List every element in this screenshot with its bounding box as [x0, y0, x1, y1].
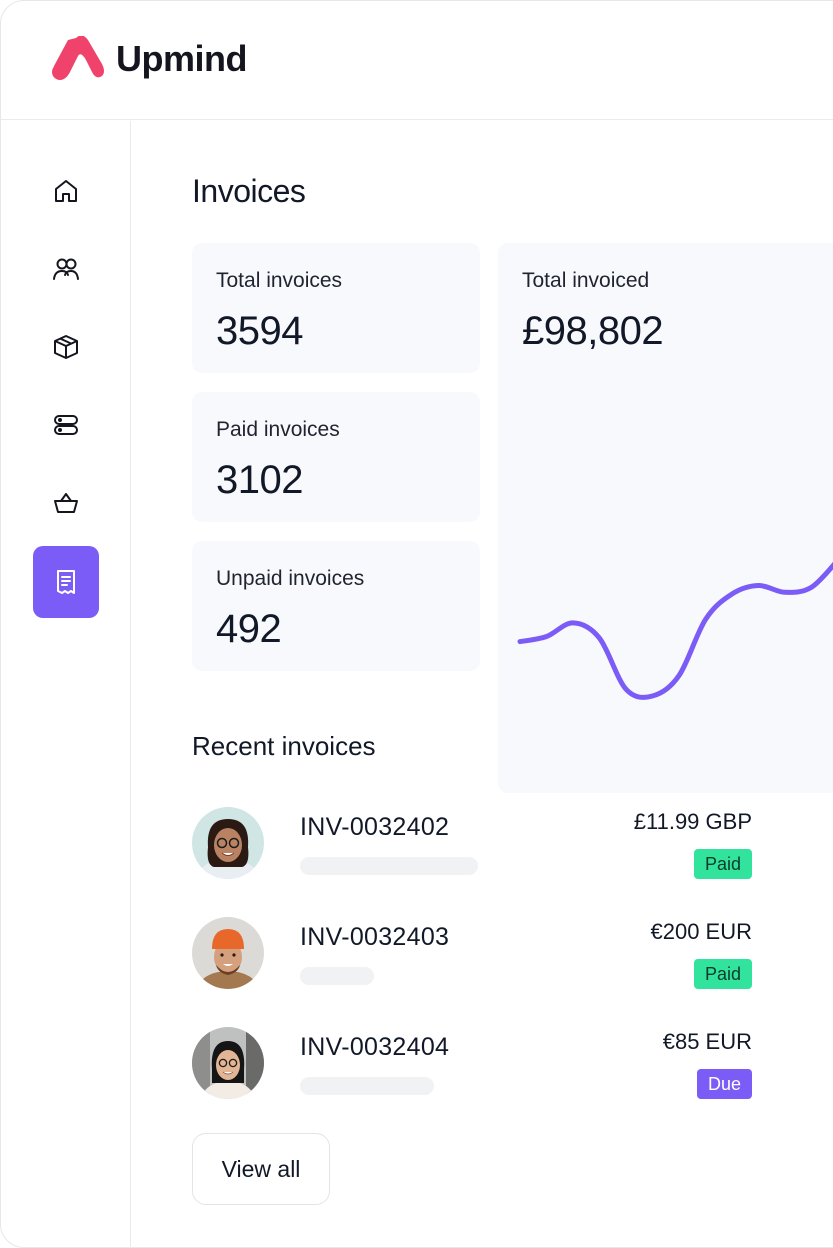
avatar-woman-glasses-icon	[192, 807, 264, 879]
sidebar-item-home[interactable]	[33, 155, 99, 227]
sidebar-item-orders[interactable]	[33, 467, 99, 539]
stat-card-total: Total invoices 3594	[192, 243, 480, 373]
recent-invoices-title: Recent invoices	[192, 731, 376, 761]
sidebar-item-servers[interactable]	[33, 389, 99, 461]
receipt-icon	[57, 570, 75, 594]
invoice-row[interactable]: INV-0032404 €85 EUR Due	[192, 1027, 752, 1107]
stat-label: Unpaid invoices	[216, 567, 365, 590]
basket-icon	[54, 493, 78, 513]
avatar	[192, 807, 264, 879]
stat-label: Total invoices	[216, 269, 343, 292]
placeholder-bar	[300, 857, 478, 875]
home-icon	[55, 180, 77, 202]
invoice-id: INV-0032404	[300, 1033, 450, 1061]
invoice-id: INV-0032402	[300, 813, 450, 841]
placeholder-bar	[300, 1077, 434, 1095]
sidebar	[0, 121, 131, 1248]
page-title: Invoices	[192, 173, 306, 209]
stat-value: £98,802	[522, 309, 664, 353]
invoice-row[interactable]: INV-0032403 €200 EUR Paid	[192, 917, 752, 997]
invoice-amount: €200 EUR	[650, 919, 752, 944]
sidebar-item-users[interactable]	[33, 233, 99, 305]
invoice-amount: £11.99 GBP	[633, 809, 752, 834]
sidebar-item-products[interactable]	[33, 311, 99, 383]
sidebar-item-invoices[interactable]	[33, 546, 99, 618]
top-bar: Upmind	[0, 0, 833, 120]
avatar	[192, 917, 264, 989]
stat-card-paid: Paid invoices 3102	[192, 392, 480, 522]
invoice-id: INV-0032403	[300, 923, 450, 951]
brand-name: Upmind	[116, 38, 247, 79]
main-content: Invoices Total invoices 3594 Paid invoic…	[132, 121, 833, 1248]
stat-label: Paid invoices	[216, 418, 340, 441]
logo[interactable]: Upmind	[48, 36, 247, 82]
box-icon	[54, 335, 78, 359]
stat-value: 3594	[216, 309, 303, 353]
total-invoiced-card: Total invoiced £98,802	[498, 243, 833, 793]
placeholder-bar	[300, 967, 374, 985]
invoice-amount: €85 EUR	[662, 1029, 752, 1054]
series-line	[517, 561, 833, 700]
status-badge: Due	[696, 1069, 752, 1099]
view-all-button[interactable]: View all	[192, 1133, 330, 1205]
server-icon	[54, 415, 78, 435]
stat-value: 3102	[216, 458, 303, 502]
status-badge: Paid	[693, 849, 752, 879]
invoiced-line-chart	[517, 561, 833, 700]
users-icon	[53, 258, 79, 280]
avatar-woman-dark-hair-icon	[192, 1027, 264, 1099]
upmind-logo-icon	[52, 36, 104, 80]
invoice-row[interactable]: INV-0032402 £11.99 GBP Paid	[192, 807, 752, 887]
avatar	[192, 1027, 264, 1099]
avatar-man-beanie-icon	[192, 917, 264, 989]
stat-card-unpaid: Unpaid invoices 492	[192, 541, 480, 671]
stat-value: 492	[216, 607, 282, 651]
status-badge: Paid	[693, 959, 752, 989]
stat-label: Total invoiced	[522, 269, 650, 292]
